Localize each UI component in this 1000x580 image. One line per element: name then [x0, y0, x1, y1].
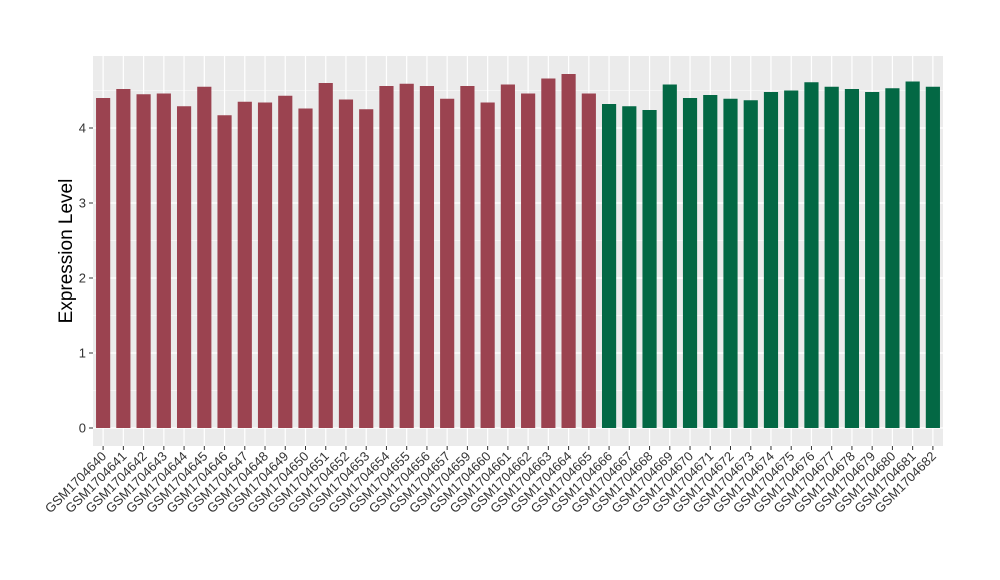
bar — [804, 82, 819, 428]
bar — [601, 104, 617, 428]
bar — [763, 92, 779, 428]
bar — [176, 106, 192, 428]
bar — [359, 109, 374, 428]
bar — [784, 90, 799, 428]
bar — [116, 89, 131, 428]
bar — [96, 98, 111, 428]
bar — [217, 115, 232, 428]
x-axis: GSM1704640GSM1704641GSM1704642GSM1704643… — [42, 446, 939, 516]
bar — [703, 95, 718, 428]
bar — [743, 100, 758, 428]
y-axis-title: Expression Level — [56, 179, 77, 324]
bar — [197, 86, 212, 428]
bar — [419, 86, 435, 428]
bar — [723, 98, 738, 428]
bar — [480, 102, 495, 428]
y-tick-label: 1 — [79, 346, 86, 361]
bar — [865, 92, 880, 428]
bar — [642, 110, 657, 428]
y-axis: 0 1 2 3 4 — [79, 121, 93, 436]
bar — [237, 101, 252, 428]
bar — [622, 106, 637, 428]
bar — [298, 108, 313, 428]
bar — [561, 74, 576, 428]
y-tick-label: 2 — [79, 271, 86, 286]
bar — [156, 93, 171, 428]
bar — [257, 102, 273, 428]
bar — [136, 94, 151, 428]
y-tick-label: 4 — [79, 121, 86, 136]
bar — [844, 89, 860, 428]
y-tick-label: 3 — [79, 196, 86, 211]
bar — [379, 86, 394, 428]
bar — [885, 88, 900, 428]
bar — [318, 83, 333, 428]
bar — [399, 83, 414, 428]
bar — [824, 86, 839, 428]
bar — [440, 98, 455, 428]
bar — [541, 78, 556, 428]
bar — [581, 93, 596, 428]
bars — [96, 74, 940, 428]
y-tick-label: 0 — [79, 421, 86, 436]
bar — [925, 86, 940, 428]
bar — [460, 86, 475, 428]
bar — [521, 93, 536, 428]
plot-panel — [93, 56, 943, 446]
bar — [338, 99, 354, 428]
bar — [905, 81, 920, 428]
bar — [500, 84, 515, 428]
bar — [682, 98, 698, 428]
bar — [662, 84, 677, 428]
bar — [278, 95, 293, 428]
